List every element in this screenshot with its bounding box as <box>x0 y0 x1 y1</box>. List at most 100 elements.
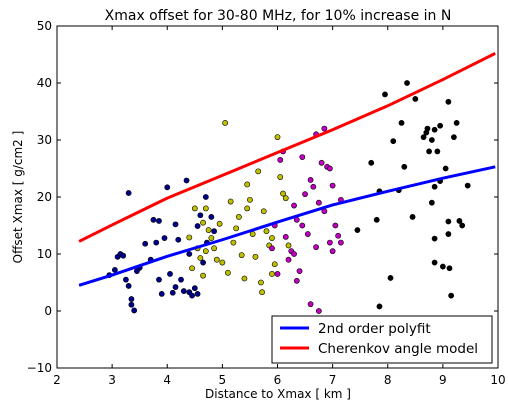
data-point <box>247 196 253 203</box>
data-point <box>332 222 339 229</box>
data-point <box>123 276 129 283</box>
data-point <box>213 256 220 263</box>
data-point <box>329 248 336 255</box>
data-point <box>156 276 162 283</box>
data-point <box>337 239 344 246</box>
data-point <box>271 261 278 268</box>
data-point <box>299 154 306 160</box>
data-point <box>315 308 322 314</box>
data-point <box>128 301 135 308</box>
data-point <box>445 218 452 225</box>
data-point <box>409 214 416 220</box>
data-point <box>202 248 209 255</box>
data-point <box>194 290 201 297</box>
data-point <box>448 292 455 299</box>
data-point <box>169 289 176 296</box>
data-point <box>269 271 275 277</box>
data-point <box>277 174 284 180</box>
data-point <box>428 199 435 206</box>
data-point <box>354 227 361 233</box>
data-point <box>299 222 306 229</box>
data-point <box>318 159 325 166</box>
data-point <box>191 285 198 292</box>
legend-cherenkov-label: Cherenkov angle model <box>318 341 478 357</box>
data-point <box>183 177 190 184</box>
data-point <box>277 157 284 163</box>
data-point <box>150 216 157 223</box>
data-point <box>439 263 446 270</box>
data-point <box>404 80 410 86</box>
data-point <box>224 269 231 276</box>
data-point <box>282 233 289 240</box>
data-point <box>321 125 328 132</box>
data-point <box>424 125 431 132</box>
data-point <box>285 256 292 263</box>
data-point <box>128 296 135 302</box>
data-point <box>258 279 264 286</box>
legend: 2nd order polyfit Cherenkov angle model <box>271 315 493 364</box>
chart-title: Xmax offset for 30-80 MHz, for 10% incre… <box>105 8 452 24</box>
data-point <box>158 290 165 297</box>
data-point <box>120 252 127 259</box>
data-point <box>434 148 441 155</box>
x-axis-label: Distance to Xmax [ km ] <box>205 387 351 401</box>
data-point <box>260 208 267 215</box>
data-point <box>197 255 204 261</box>
data-point <box>125 283 132 289</box>
data-point <box>274 134 281 141</box>
data-point <box>200 272 206 279</box>
data-point <box>446 265 453 272</box>
data-point <box>194 223 201 229</box>
x-tick-label: 7 <box>329 373 337 387</box>
y-tick-label: 50 <box>37 19 52 33</box>
y-tick-label: 40 <box>37 76 52 90</box>
polyfit-line <box>78 165 496 287</box>
data-point <box>259 289 265 296</box>
data-point <box>376 303 383 310</box>
data-point <box>153 239 160 246</box>
data-point <box>202 194 209 200</box>
data-point <box>437 122 444 129</box>
data-point <box>208 214 215 220</box>
data-point <box>180 288 187 294</box>
data-point <box>249 231 256 237</box>
data-point <box>291 202 297 209</box>
y-tick-label: 20 <box>37 190 52 204</box>
data-point <box>186 251 193 257</box>
data-point <box>326 165 333 172</box>
data-point <box>313 244 319 251</box>
data-point <box>382 91 388 98</box>
data-point <box>398 120 405 126</box>
data-point <box>236 214 242 220</box>
data-point <box>222 120 229 126</box>
data-point <box>219 259 226 266</box>
data-point <box>252 253 259 260</box>
data-point <box>142 240 149 247</box>
data-point <box>431 259 438 266</box>
data-point <box>227 198 234 205</box>
data-point <box>302 191 308 198</box>
data-point <box>131 307 138 314</box>
data-point <box>241 275 248 282</box>
data-point <box>442 165 449 172</box>
data-point <box>459 222 466 229</box>
data-point <box>412 96 419 102</box>
data-point <box>230 239 237 246</box>
data-point <box>431 126 438 133</box>
data-point <box>450 134 457 141</box>
data-point <box>202 205 209 212</box>
data-point <box>269 245 275 252</box>
data-point <box>164 184 171 191</box>
data-point <box>428 137 435 143</box>
data-point <box>238 252 245 259</box>
data-point <box>426 148 432 155</box>
data-point <box>205 227 212 233</box>
data-point <box>233 225 240 232</box>
data-point <box>280 190 286 197</box>
data-point <box>125 190 132 196</box>
data-point <box>464 182 471 189</box>
data-point <box>291 251 297 257</box>
x-tick-label: 10 <box>490 373 505 387</box>
data-point <box>445 98 452 105</box>
